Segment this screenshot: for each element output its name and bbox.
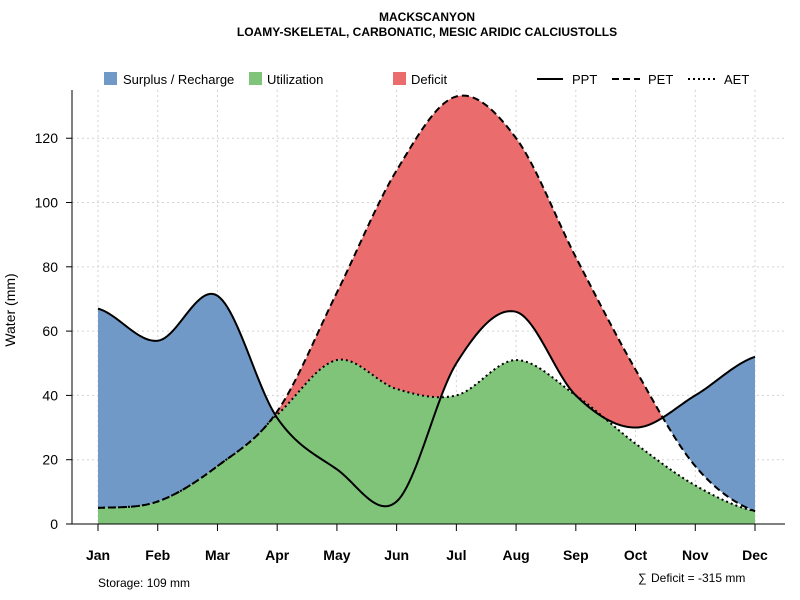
legend-label-surplus: Surplus / Recharge bbox=[123, 72, 234, 87]
x-tick-label: Jun bbox=[384, 547, 409, 563]
legend-label-ppt: PPT bbox=[572, 72, 597, 87]
x-tick-label: Oct bbox=[624, 547, 648, 563]
utilization-area bbox=[98, 359, 755, 524]
x-tick-label: Aug bbox=[502, 547, 529, 563]
y-tick-label: 40 bbox=[42, 387, 58, 403]
chart-title: MACKSCANYON bbox=[379, 10, 475, 24]
x-tick-label: Dec bbox=[742, 547, 768, 563]
x-tick-label: Sep bbox=[563, 547, 589, 563]
x-tick-label: Feb bbox=[145, 547, 170, 563]
y-tick-label: 20 bbox=[42, 452, 58, 468]
legend-label-pet: PET bbox=[648, 72, 673, 87]
deficit-area bbox=[98, 95, 755, 512]
y-tick-label: 80 bbox=[42, 259, 58, 275]
chart-subtitle: LOAMY-SKELETAL, CARBONATIC, MESIC ARIDIC… bbox=[237, 25, 617, 39]
sum-symbol: ∑ bbox=[638, 571, 647, 585]
y-tick-label: 60 bbox=[42, 323, 58, 339]
areas bbox=[98, 95, 755, 524]
legend-swatch-surplus bbox=[104, 72, 117, 85]
y-tick-label: 0 bbox=[50, 516, 58, 532]
legend-label-utilization: Utilization bbox=[267, 72, 323, 87]
y-axis-label: Water (mm) bbox=[2, 273, 18, 346]
legend-swatch-utilization bbox=[249, 72, 262, 85]
y-tick-label: 100 bbox=[35, 195, 59, 211]
y-tick-label: 120 bbox=[35, 130, 59, 146]
x-tick-label: Nov bbox=[682, 547, 709, 563]
x-tick-label: Jul bbox=[446, 547, 466, 563]
x-tick-label: Jan bbox=[86, 547, 110, 563]
legend-label-aet: AET bbox=[724, 72, 749, 87]
ppt-line bbox=[97, 292, 756, 508]
pet-line bbox=[97, 94, 756, 513]
x-tick-label: Apr bbox=[265, 547, 290, 563]
storage-annotation: Storage: 109 mm bbox=[98, 576, 190, 590]
axes: 0 20 40 60 80 100 120 Jan Feb Mar Apr May Jun Jul Aug S… bbox=[35, 90, 785, 563]
x-tick-label: May bbox=[323, 547, 350, 563]
legend-swatch-deficit bbox=[393, 72, 406, 85]
lines bbox=[97, 94, 756, 513]
surplus-area bbox=[98, 95, 755, 512]
deficit-annotation: Deficit = -315 mm bbox=[651, 571, 745, 585]
legend: Surplus / Recharge Utilization Deficit P… bbox=[104, 72, 749, 87]
x-tick-label: Mar bbox=[205, 547, 230, 563]
legend-label-deficit: Deficit bbox=[411, 72, 448, 87]
